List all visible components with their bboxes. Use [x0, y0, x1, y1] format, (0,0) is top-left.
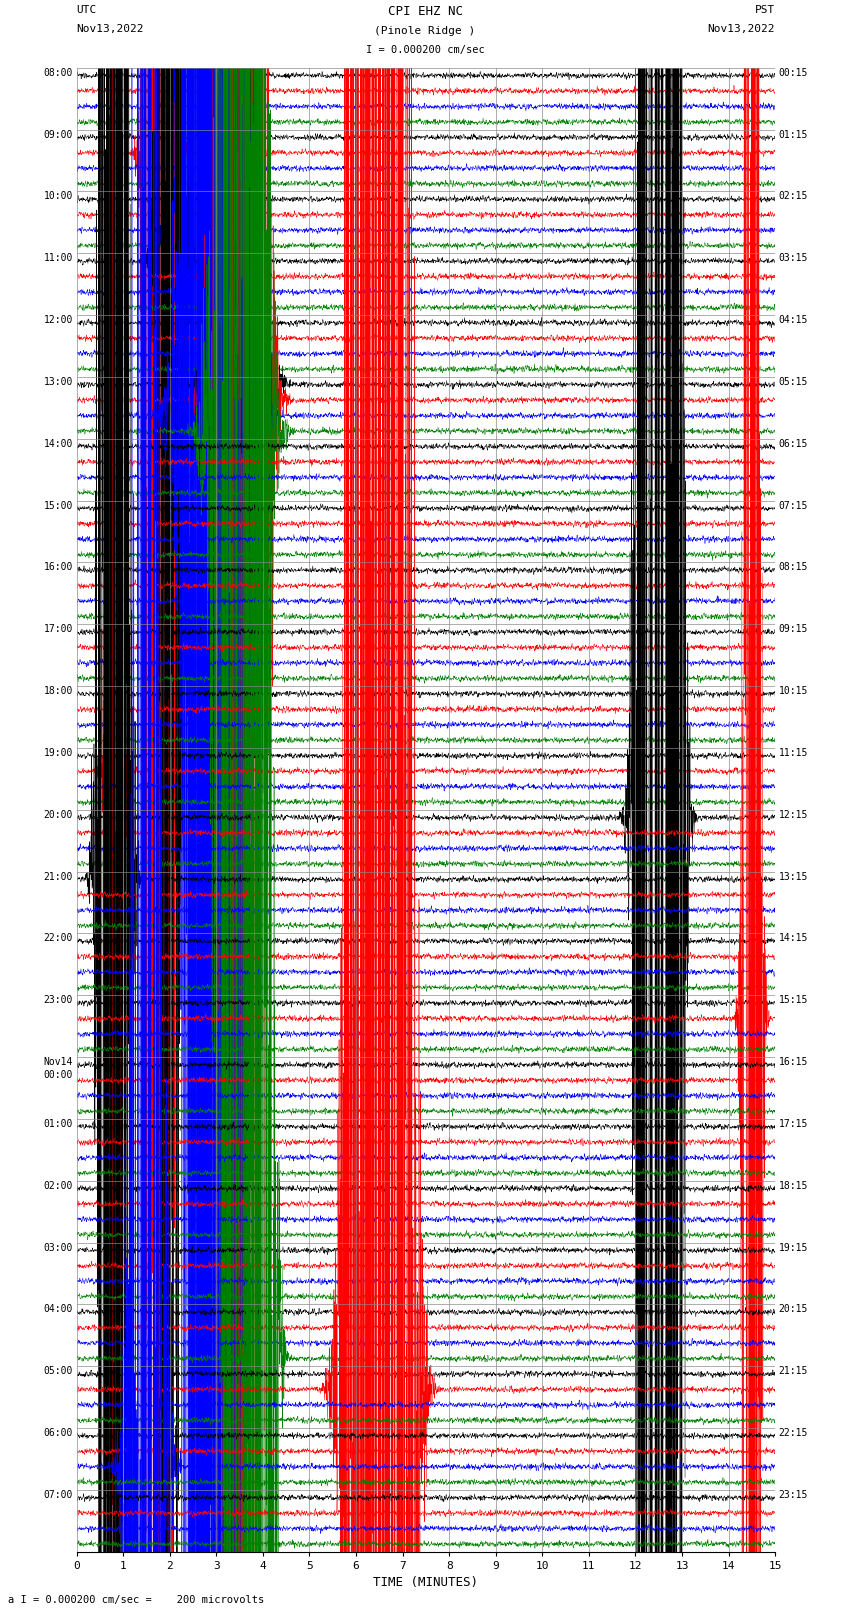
Text: Nov13,2022: Nov13,2022 — [76, 24, 144, 34]
Text: 17:00: 17:00 — [43, 624, 73, 634]
Text: UTC: UTC — [76, 5, 97, 15]
Text: a I = 0.000200 cm/sec =    200 microvolts: a I = 0.000200 cm/sec = 200 microvolts — [8, 1595, 264, 1605]
Text: 01:00: 01:00 — [43, 1119, 73, 1129]
Text: 22:15: 22:15 — [779, 1428, 808, 1439]
Text: 21:15: 21:15 — [779, 1366, 808, 1376]
Text: Nov13,2022: Nov13,2022 — [708, 24, 775, 34]
Text: Nov14: Nov14 — [43, 1057, 73, 1068]
Text: 20:00: 20:00 — [43, 810, 73, 819]
Text: 19:15: 19:15 — [779, 1242, 808, 1253]
Text: 00:15: 00:15 — [779, 68, 808, 77]
Text: 11:00: 11:00 — [43, 253, 73, 263]
Text: 08:00: 08:00 — [43, 68, 73, 77]
Text: 04:15: 04:15 — [779, 315, 808, 326]
Text: I = 0.000200 cm/sec: I = 0.000200 cm/sec — [366, 45, 484, 55]
Text: 16:00: 16:00 — [43, 563, 73, 573]
Text: 22:00: 22:00 — [43, 934, 73, 944]
Text: 14:15: 14:15 — [779, 934, 808, 944]
Text: 20:15: 20:15 — [779, 1305, 808, 1315]
Text: 03:15: 03:15 — [779, 253, 808, 263]
Text: 01:15: 01:15 — [779, 129, 808, 140]
Text: PST: PST — [755, 5, 775, 15]
Text: 08:15: 08:15 — [779, 563, 808, 573]
Text: 07:15: 07:15 — [779, 500, 808, 511]
Text: 00:00: 00:00 — [43, 1069, 73, 1081]
Text: 23:00: 23:00 — [43, 995, 73, 1005]
Text: 15:00: 15:00 — [43, 500, 73, 511]
X-axis label: TIME (MINUTES): TIME (MINUTES) — [373, 1576, 479, 1589]
Text: 05:00: 05:00 — [43, 1366, 73, 1376]
Text: 04:00: 04:00 — [43, 1305, 73, 1315]
Text: 06:00: 06:00 — [43, 1428, 73, 1439]
Text: 03:00: 03:00 — [43, 1242, 73, 1253]
Text: 18:00: 18:00 — [43, 686, 73, 697]
Text: 02:00: 02:00 — [43, 1181, 73, 1190]
Text: CPI EHZ NC: CPI EHZ NC — [388, 5, 462, 18]
Text: 15:15: 15:15 — [779, 995, 808, 1005]
Text: 13:15: 13:15 — [779, 871, 808, 882]
Text: 17:15: 17:15 — [779, 1119, 808, 1129]
Text: 23:15: 23:15 — [779, 1490, 808, 1500]
Text: 10:00: 10:00 — [43, 192, 73, 202]
Text: 18:15: 18:15 — [779, 1181, 808, 1190]
Text: 11:15: 11:15 — [779, 748, 808, 758]
Text: 13:00: 13:00 — [43, 377, 73, 387]
Text: 12:00: 12:00 — [43, 315, 73, 326]
Text: 12:15: 12:15 — [779, 810, 808, 819]
Text: 21:00: 21:00 — [43, 871, 73, 882]
Text: 05:15: 05:15 — [779, 377, 808, 387]
Text: 14:00: 14:00 — [43, 439, 73, 448]
Text: 19:00: 19:00 — [43, 748, 73, 758]
Text: 06:15: 06:15 — [779, 439, 808, 448]
Text: 02:15: 02:15 — [779, 192, 808, 202]
Text: 07:00: 07:00 — [43, 1490, 73, 1500]
Text: 09:15: 09:15 — [779, 624, 808, 634]
Text: 16:15: 16:15 — [779, 1057, 808, 1068]
Text: 09:00: 09:00 — [43, 129, 73, 140]
Text: 10:15: 10:15 — [779, 686, 808, 697]
Text: (Pinole Ridge ): (Pinole Ridge ) — [374, 26, 476, 35]
